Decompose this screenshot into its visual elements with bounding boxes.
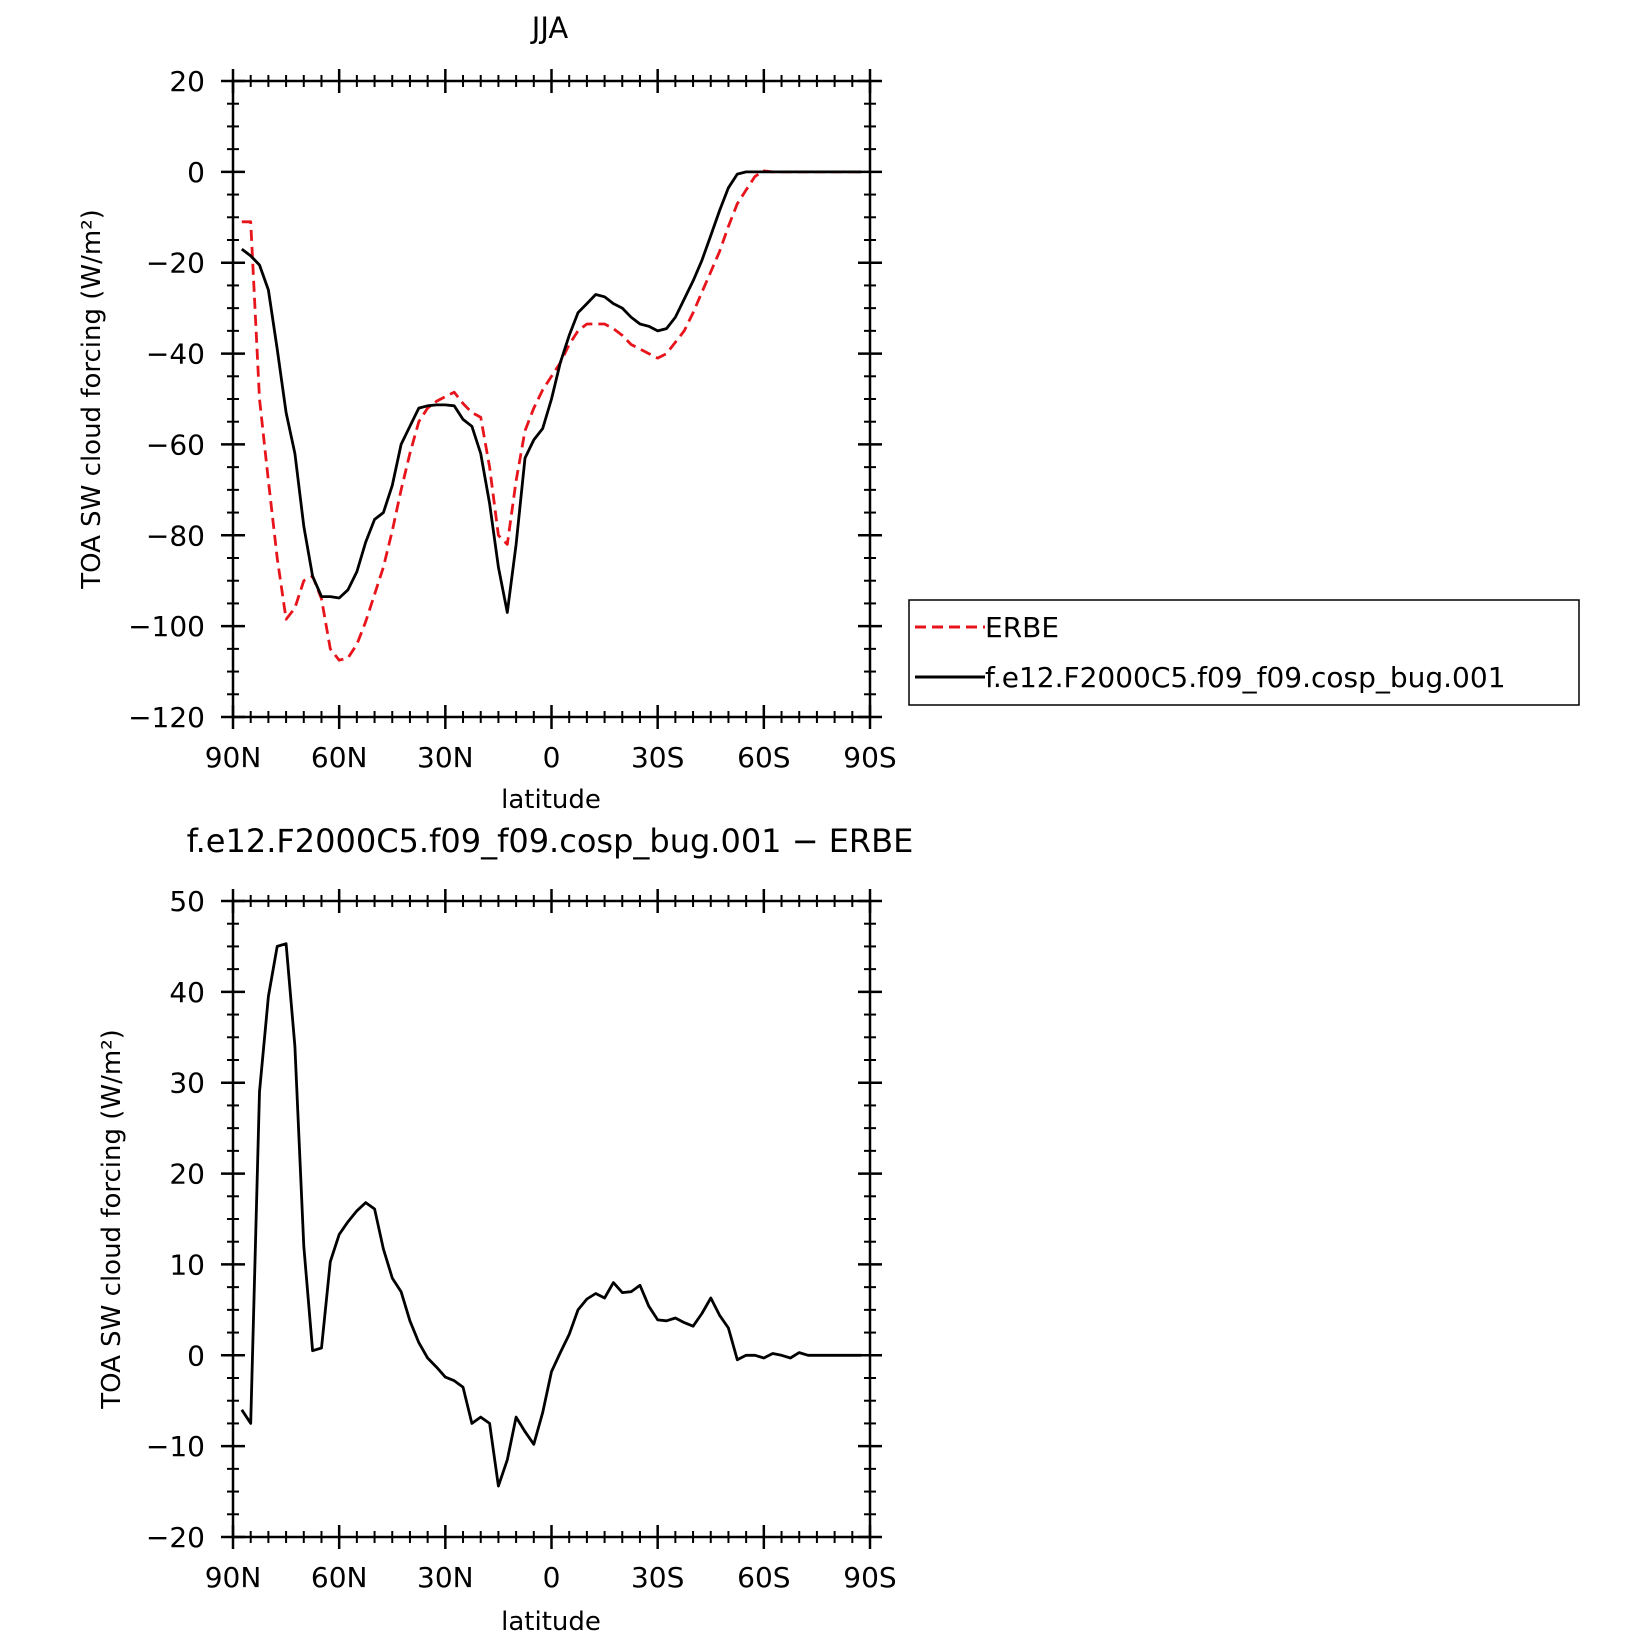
x-tick-label: 60S [737, 741, 790, 774]
y-tick-label: −120 [128, 701, 205, 734]
y-axis-label: TOA SW cloud forcing (W/m²) [77, 209, 107, 590]
y-axis-label: TOA SW cloud forcing (W/m²) [97, 1029, 127, 1410]
series-line-diff-0 [240, 942, 862, 1488]
legend-label-erbe: ERBE [985, 611, 1059, 644]
y-tick-label: 20 [169, 65, 205, 98]
x-tick-label: 60S [737, 1561, 790, 1594]
y-tick-label: −20 [146, 247, 205, 280]
legend-box [908, 599, 1580, 706]
legend-label-model: f.e12.F2000C5.f09_f09.cosp_bug.001 [985, 661, 1506, 694]
y-tick-label: 40 [169, 976, 205, 1009]
x-tick-label: 60N [311, 741, 368, 774]
y-tick-label: −100 [128, 610, 205, 643]
y-tick-label: 0 [187, 1339, 205, 1372]
x-tick-label: 0 [543, 1561, 561, 1594]
x-tick-label: 30N [417, 741, 474, 774]
chart-title: JJA [530, 11, 569, 45]
x-tick-label: 90S [843, 1561, 896, 1594]
y-tick-label: −20 [146, 1521, 205, 1554]
x-tick-label: 30S [631, 741, 684, 774]
x-axis-label: latitude [501, 1607, 601, 1637]
y-tick-label: 10 [169, 1248, 205, 1281]
y-tick-label: −40 [146, 338, 205, 371]
y-tick-label: −60 [146, 428, 205, 461]
x-tick-label: 0 [543, 741, 561, 774]
x-tick-label: 90N [205, 1561, 262, 1594]
panel-jja: JJA −120 −100 −80 −60 −40 −20 0 20 90N 60N 30N 0 30S… [77, 11, 1580, 815]
series-line-f-e12-f2000c5-f09-f09-cosp-bug-001 [240, 170, 862, 614]
x-tick-label: 30S [631, 1561, 684, 1594]
x-tick-label: 90S [843, 741, 896, 774]
series-line-erbe [241, 169, 862, 662]
panel-difference: f.e12.F2000C5.f09_f09.cosp_bug.001 − ERB… [97, 822, 913, 1637]
y-tick-label: 50 [169, 885, 205, 918]
y-tick-label: 20 [169, 1158, 205, 1191]
y-tick-label: 30 [169, 1067, 205, 1100]
y-tick-label: −80 [146, 519, 205, 552]
legend: ERBE f.e12.F2000C5.f09_f09.cosp_bug.001 [908, 599, 1580, 706]
chart-title: f.e12.F2000C5.f09_f09.cosp_bug.001 − ERB… [187, 822, 914, 860]
x-tick-label: 90N [205, 741, 262, 774]
y-tick-label: −10 [146, 1430, 205, 1463]
x-tick-label: 30N [417, 1561, 474, 1594]
x-tick-label: 60N [311, 1561, 368, 1594]
x-axis-label: latitude [501, 785, 601, 815]
plot-frame [231, 899, 872, 1539]
y-tick-label: 0 [187, 156, 205, 189]
